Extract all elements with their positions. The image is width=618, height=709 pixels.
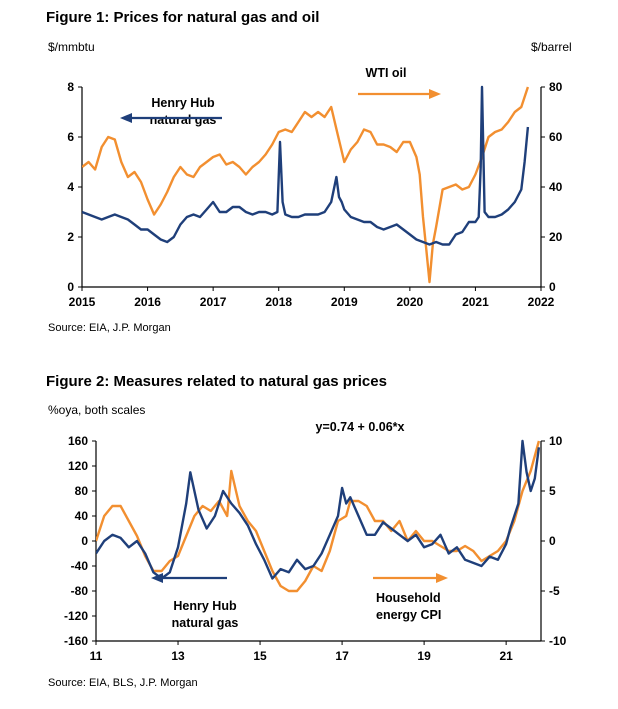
y-left-tick-label: 8 [67,80,74,94]
x-tick-label: 2017 [200,295,227,309]
x-tick-label: 13 [171,649,185,663]
x-tick-label: 2018 [265,295,292,309]
cpi-annotation-line2: energy CPI [376,608,441,622]
gas-annotation-line1: Henry Hub [173,599,237,613]
x-tick-label: 2020 [397,295,424,309]
y-right-tick-label: 80 [549,80,563,94]
gas-annotation-line2: natural gas [150,113,217,127]
y-left-tick-label: -40 [71,559,89,573]
figure1-left-unit: $/mmbtu [48,40,95,54]
cpi-arrow [373,573,448,583]
gas-annotation-line2: natural gas [172,616,239,630]
y-right-tick-label: -10 [549,634,567,648]
figure2-chart: 11 13 15 17 19 21 160 120 80 40 0 -40 -80 -120 -160 10 5… [64,420,567,663]
y-right-tick-label: 5 [549,484,556,498]
figure2-title: Figure 2: Measures related to natural ga… [46,373,387,390]
y-right-tick-label: 20 [549,230,563,244]
household-energy-cpi-line [96,440,541,593]
x-tick-label: 19 [417,649,431,663]
y-left-tick-label: 160 [68,434,88,448]
gas-annotation-line1: Henry Hub [151,96,215,110]
y-right-tick-label: 0 [549,534,556,548]
x-tick-label: 11 [90,649,103,663]
x-tick-label: 21 [499,649,513,663]
gas-arrow [151,573,227,583]
gas-arrow-head [120,113,132,123]
y-left-tick-label: -160 [64,634,88,648]
x-tick-label: 2022 [528,295,555,309]
y-left-tick-label: 120 [68,459,88,473]
figure1-source: Source: EIA, J.P. Morgan [48,322,171,334]
gas-arrow [120,113,222,123]
x-tick-label: 2016 [134,295,161,309]
figure1-title: Figure 1: Prices for natural gas and oil [46,9,320,26]
x-tick-label: 2021 [462,295,489,309]
x-tick-label: 2015 [69,295,96,309]
gas-arrow-head [151,573,163,583]
y-left-tick-label: 6 [67,130,74,144]
henry-hub-natural-gas-line [96,439,541,580]
y-left-tick-label: -80 [71,584,89,598]
oil-annotation: WTI oil [366,66,407,80]
y-left-tick-label: 0 [81,534,88,548]
y-left-tick-label: 40 [75,509,89,523]
y-left-tick-label: 0 [67,280,74,294]
x-tick-label: 2019 [331,295,358,309]
oil-arrow-head [429,89,441,99]
wti-oil-line [82,86,530,284]
x-tick-label: 15 [253,649,267,663]
y-left-tick-label: 80 [75,484,89,498]
y-right-tick-label: 0 [549,280,556,294]
y-right-tick-label: -5 [549,584,560,598]
x-tick-label: 17 [335,649,349,663]
y-right-tick-label: 60 [549,130,563,144]
figure2-source: Source: EIA, BLS, J.P. Morgan [48,677,198,689]
figure1-chart: 2015 2016 2017 2018 2019 2020 2021 202202468020… [67,66,562,309]
cpi-annotation-line1: Household [376,591,441,605]
y-right-tick-label: 40 [549,180,563,194]
oil-arrow [358,89,441,99]
y-left-tick-label: 4 [67,180,74,194]
cpi-arrow-head [436,573,448,583]
regression-equation: y=0.74 + 0.06*x [316,420,405,434]
y-left-tick-label: -120 [64,609,88,623]
figure1-right-unit: $/barrel [531,40,572,54]
y-left-tick-label: 2 [67,230,74,244]
y-right-tick-label: 10 [549,434,563,448]
figure2-subtitle: %oya, both scales [48,403,146,417]
henry-hub-natural-gas-line [82,85,530,246]
